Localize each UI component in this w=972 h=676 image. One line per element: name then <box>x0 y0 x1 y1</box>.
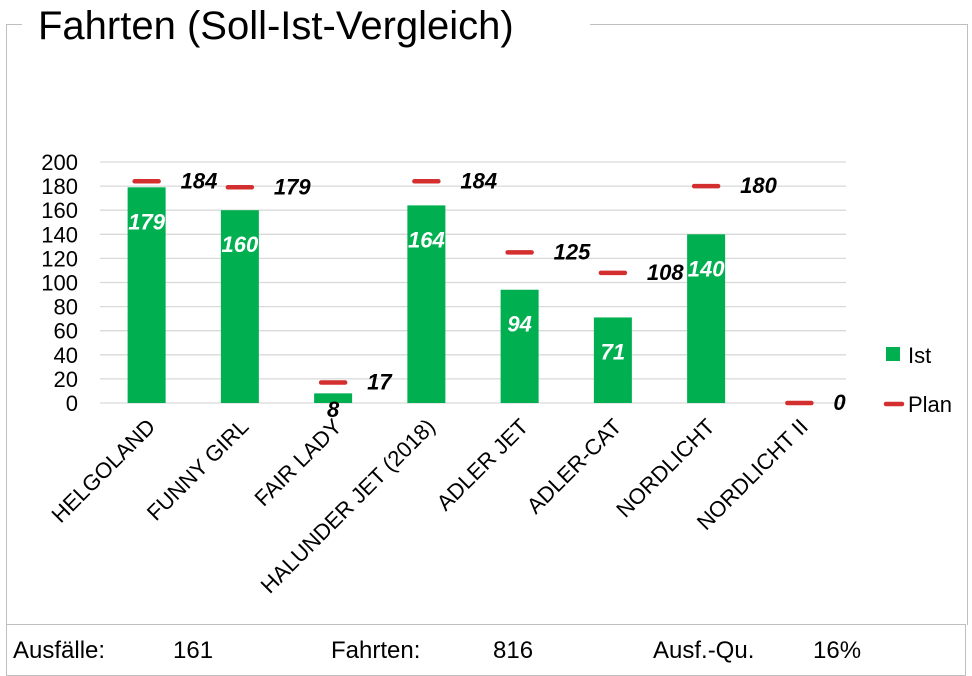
y-tick-label: 0 <box>66 391 78 416</box>
plan-data-label: 125 <box>554 239 591 264</box>
bar-ist <box>220 210 259 403</box>
plan-data-label: 180 <box>740 173 777 198</box>
y-tick-label: 20 <box>54 367 78 392</box>
bar-ist <box>314 393 353 403</box>
y-tick-label: 160 <box>41 198 78 223</box>
ausfaelle-value: 161 <box>173 637 214 664</box>
plan-data-label: 17 <box>367 370 393 395</box>
plan-data-label: 108 <box>647 260 684 285</box>
plan-data-label: 184 <box>460 168 497 193</box>
fahrten-value: 816 <box>493 637 534 664</box>
legend-swatch-ist <box>886 347 900 361</box>
chart-title: Fahrten (Soll-Ist-Vergleich) <box>38 4 514 48</box>
chart-plot: 0204060801001201401601802001791608164947… <box>41 150 952 598</box>
fahrten-label: Fahrten: <box>331 637 421 664</box>
bar-ist <box>687 234 726 403</box>
plan-data-label: 0 <box>833 390 846 415</box>
ausfaelle-label: Ausfälle: <box>13 637 106 664</box>
quote-value: 16% <box>813 637 862 664</box>
y-tick-label: 100 <box>41 271 78 296</box>
plan-data-label: 184 <box>181 168 218 193</box>
plan-data-label: 179 <box>274 174 311 199</box>
legend-label-ist: Ist <box>908 343 931 368</box>
ist-data-label: 8 <box>327 397 340 422</box>
y-tick-label: 140 <box>41 222 78 247</box>
y-tick-label: 80 <box>54 295 78 320</box>
title-background <box>22 0 590 48</box>
ist-data-label: 164 <box>408 227 445 252</box>
bar-ist <box>407 205 446 403</box>
y-tick-label: 40 <box>54 343 78 368</box>
x-category-label: FAIR LADY <box>249 414 346 511</box>
ist-data-label: 140 <box>688 256 725 281</box>
ist-data-label: 71 <box>601 339 625 364</box>
y-tick-label: 60 <box>54 319 78 344</box>
y-tick-label: 120 <box>41 246 78 271</box>
y-tick-label: 200 <box>41 150 78 175</box>
legend-label-plan: Plan <box>908 392 952 417</box>
ist-data-label: 160 <box>222 232 259 257</box>
x-category-label: ADLER JET <box>432 414 534 516</box>
y-tick-label: 180 <box>41 174 78 199</box>
bar-ist <box>500 289 539 403</box>
bar-ist <box>127 187 166 403</box>
ist-data-label: 179 <box>128 209 165 234</box>
ist-data-label: 94 <box>507 312 531 337</box>
x-category-label: ADLER-CAT <box>522 414 627 519</box>
bar-ist <box>593 317 632 403</box>
summary-footer: Ausfälle: 161 Fahrten: 816 Ausf.-Qu. 16% <box>6 624 966 676</box>
x-category-label: HALUNDER JET (2018) <box>256 414 440 598</box>
quote-label: Ausf.-Qu. <box>653 637 755 664</box>
